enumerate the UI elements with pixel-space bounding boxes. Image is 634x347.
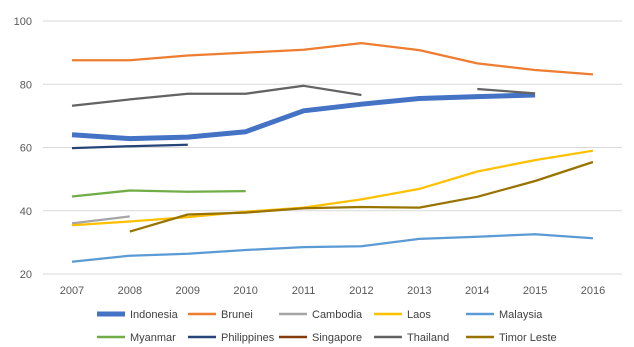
legend-label: Laos xyxy=(407,309,431,321)
legend-item-laos: Laos xyxy=(374,309,431,321)
x-tick-label: 2009 xyxy=(176,285,200,297)
y-tick-label: 20 xyxy=(20,269,32,281)
series-line-philippines xyxy=(71,143,188,150)
x-tick-label: 2008 xyxy=(118,285,142,297)
legend-item-myanmar: Myanmar xyxy=(97,332,176,344)
legend-item-brunei: Brunei xyxy=(188,309,253,321)
legend-item-philippines: Philippines xyxy=(188,332,275,344)
x-tick-label: 2013 xyxy=(407,285,431,297)
legend-item-thailand: Thailand xyxy=(374,332,449,344)
legend-label: Brunei xyxy=(221,309,253,321)
series-line-thailand xyxy=(477,87,536,95)
x-axis-ticks: 2007 2008 2009 2010 2011 2012 2013 2014 2015 2016 xyxy=(60,285,606,297)
series-line-thailand xyxy=(71,84,362,107)
legend-item-timor-leste: Timor Leste xyxy=(466,332,557,344)
series-line-brunei xyxy=(72,41,594,76)
legend-item-malaysia: Malaysia xyxy=(466,309,543,321)
legend-item-indonesia: Indonesia xyxy=(97,309,179,321)
legend-item-singapore: Singapore xyxy=(279,332,362,344)
legend-label: Singapore xyxy=(312,332,362,344)
legend-label: Philippines xyxy=(221,332,275,344)
series-line-laos xyxy=(71,149,594,227)
legend: Indonesia Brunei Cambodia Laos Malaysia Myanm… xyxy=(97,309,557,344)
series-line-indonesia xyxy=(71,92,536,142)
x-tick-label: 2015 xyxy=(523,285,547,297)
x-tick-label: 2012 xyxy=(349,285,373,297)
legend-label: Indonesia xyxy=(130,309,179,321)
y-tick-label: 60 xyxy=(20,143,32,155)
legend-label: Thailand xyxy=(407,332,449,344)
y-axis-ticks: 20 40 60 80 100 xyxy=(14,16,32,281)
gridlines xyxy=(43,20,622,275)
x-tick-label: 2007 xyxy=(60,285,84,297)
legend-label: Myanmar xyxy=(130,332,176,344)
y-tick-label: 80 xyxy=(20,79,32,91)
y-tick-label: 100 xyxy=(14,16,32,28)
legend-label: Timor Leste xyxy=(499,332,557,344)
legend-item-cambodia: Cambodia xyxy=(279,309,363,321)
x-tick-label: 2010 xyxy=(233,285,257,297)
series-line-cambodia xyxy=(71,215,130,225)
legend-label: Cambodia xyxy=(312,309,363,321)
series-line-timor-leste xyxy=(129,160,594,233)
series-line-myanmar xyxy=(71,189,246,198)
y-tick-label: 40 xyxy=(20,206,32,218)
series-line-malaysia xyxy=(71,233,594,263)
x-tick-label: 2011 xyxy=(292,285,316,297)
series-lines xyxy=(71,41,594,263)
legend-label: Malaysia xyxy=(499,309,543,321)
x-tick-label: 2016 xyxy=(581,285,605,297)
x-tick-label: 2014 xyxy=(465,285,489,297)
